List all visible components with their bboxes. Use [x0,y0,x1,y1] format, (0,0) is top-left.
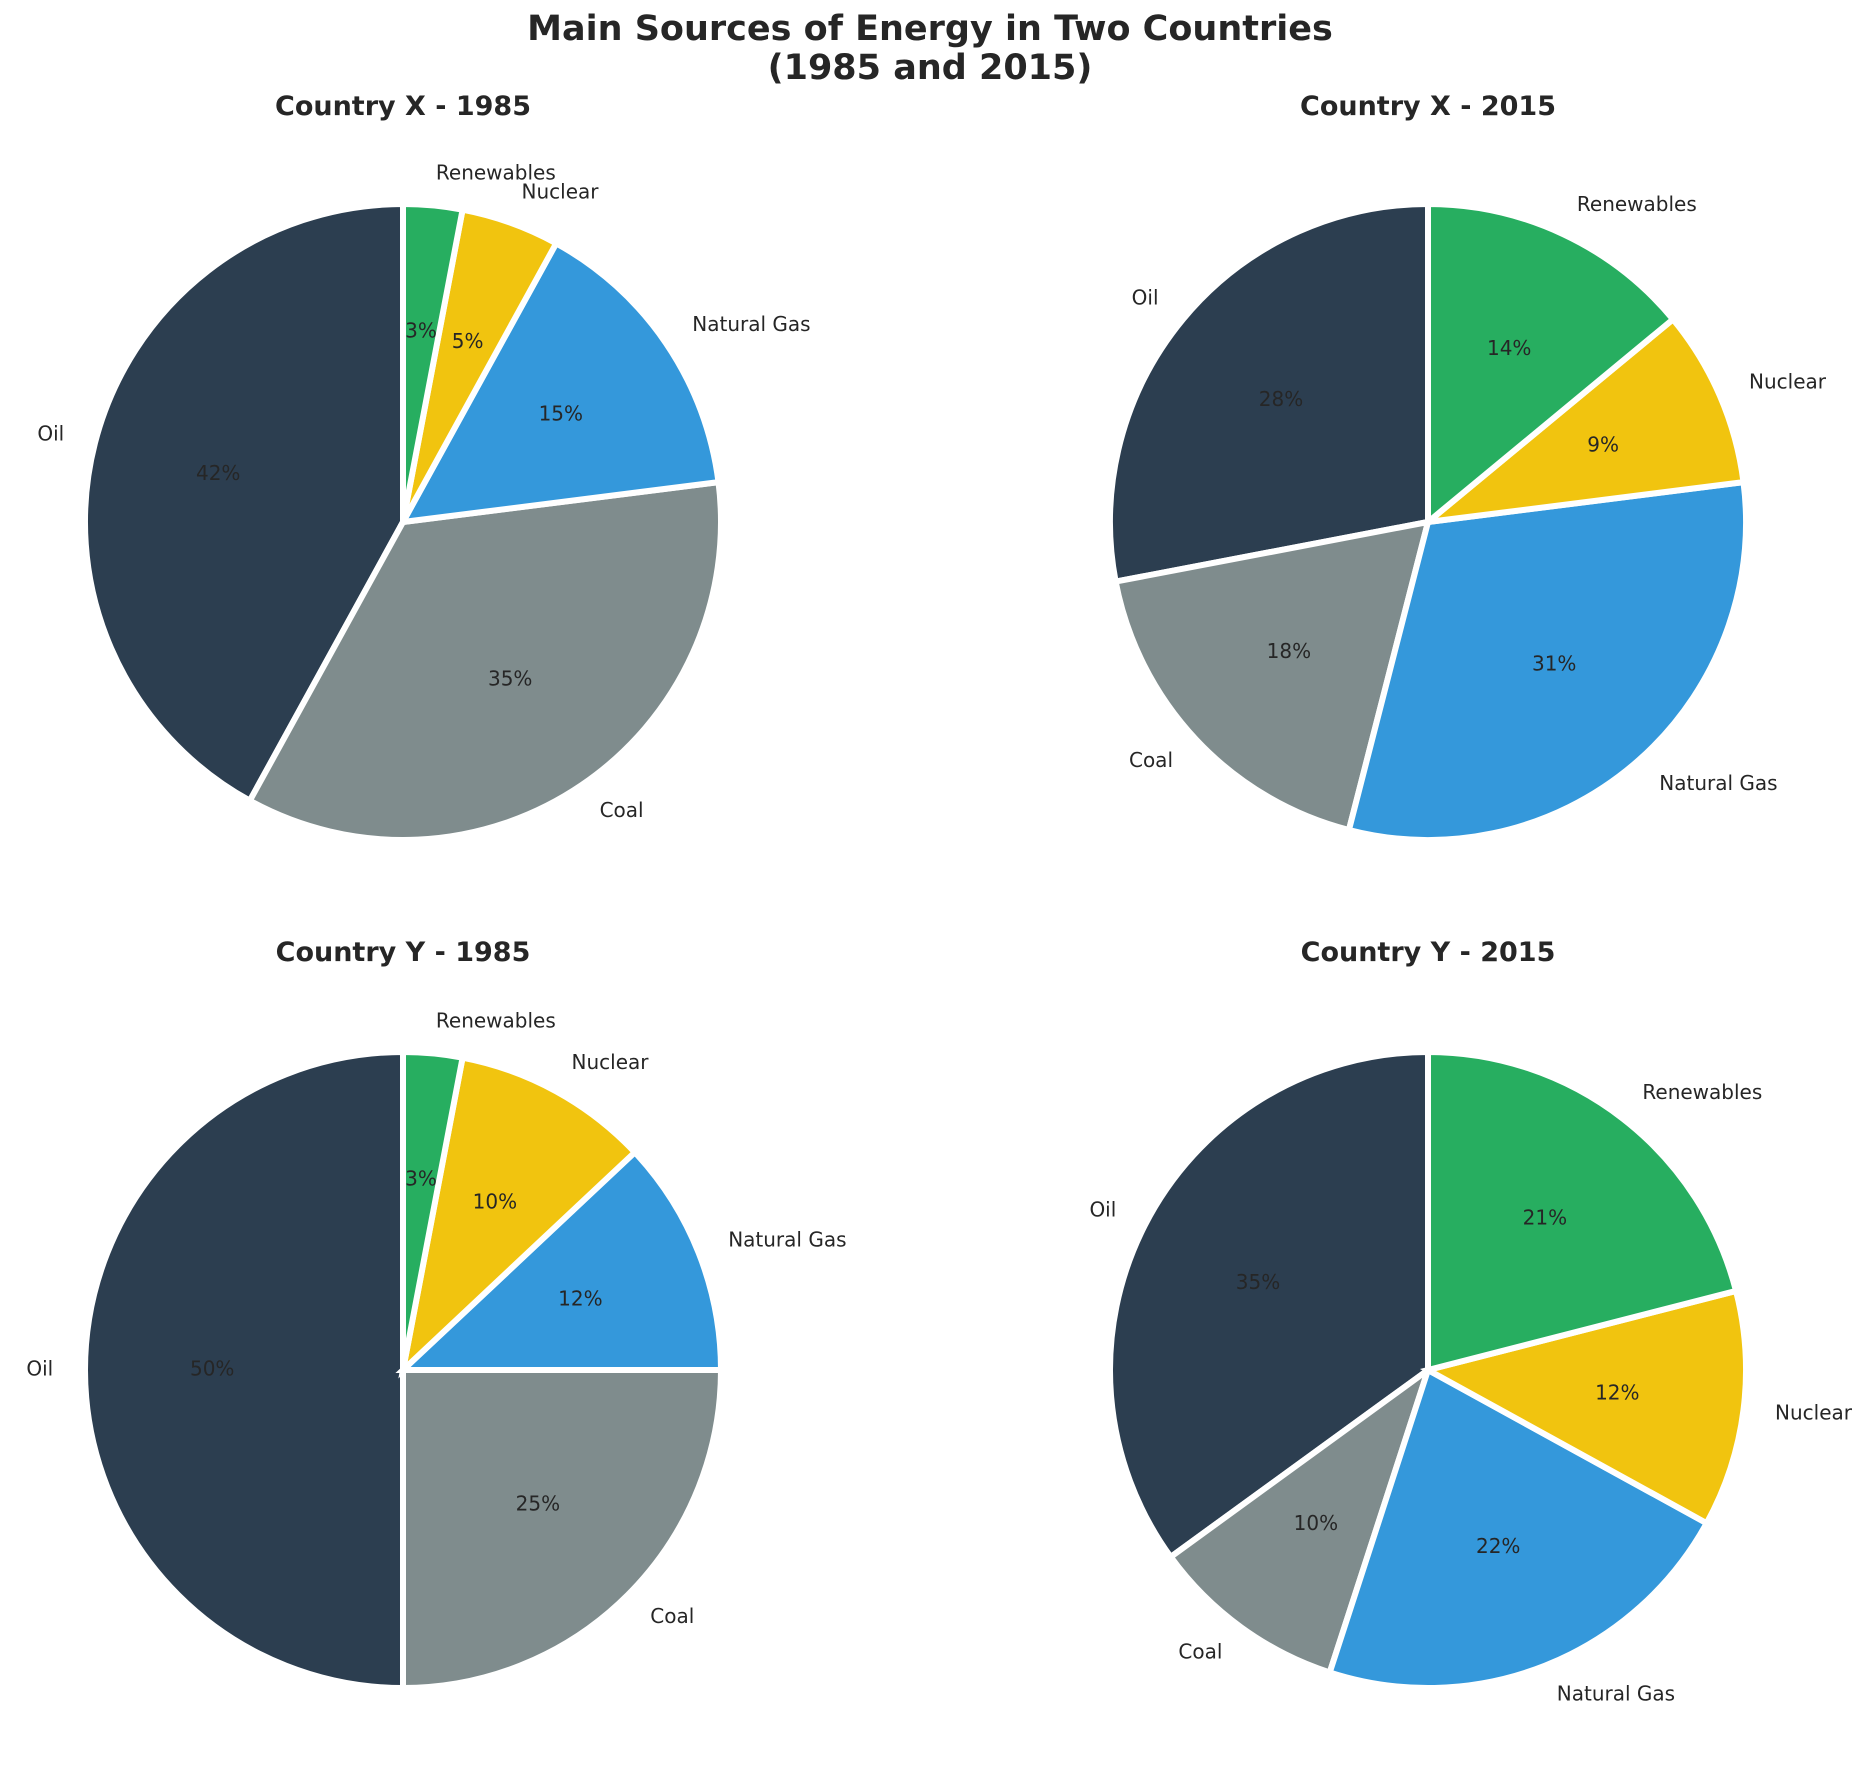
pie-category-label-oil: Oil [1132,286,1159,310]
pie-slice-oil [1106,200,1431,586]
pie-category-label-nuclear: Nuclear [1749,370,1827,394]
pie-title: Country X - 2015 [1300,91,1556,122]
pie-percent-label-oil: 42% [196,461,240,485]
pie-percent-label-nuclear: 9% [1587,433,1619,457]
pie-percent-label-coal: 10% [1294,1511,1338,1535]
pie-category-label-coal: Coal [600,798,644,822]
pie-percent-label-natural-gas: 12% [558,1286,602,1310]
pie-percent-label-coal: 35% [488,666,532,690]
pie-category-label-oil: Oil [26,1357,53,1381]
pie-title: Country X - 1985 [275,91,531,122]
pie-wedges: 42% Oil 35% Coal 15% Natural Gas 5% Nuclear 3% Re… [37,160,811,844]
pie-wedges: 50% Oil 25% Coal 12% Natural Gas 10% Nuclear 3% R… [26,1008,847,1692]
pie-percent-label-nuclear: 5% [452,329,484,353]
pie-category-label-oil: Oil [37,422,64,446]
pie-chart-country-y-2015: Country Y - 2015 35% Oil 10% Coal 22% Natural… [1089,937,1852,1706]
pie-slice-coal [1166,1362,1434,1677]
figure-title-line1: Main Sources of Energy in Two Countries [527,9,1333,49]
pie-percent-label-natural-gas: 31% [1532,652,1576,676]
pie-category-label-coal: Coal [650,1604,694,1628]
pie-percent-label-nuclear: 10% [473,1189,517,1213]
pie-slice-oil [81,200,406,805]
pie-slice-oil [82,1048,406,1692]
pie-wedges: 28% Oil 18% Coal 31% Natural Gas 9% Nuclear 14% R… [1106,192,1827,843]
pie-percent-label-natural-gas: 22% [1476,1534,1520,1558]
pie-percent-label-renewables: 14% [1487,336,1531,360]
pie-chart-country-y-1985: Country Y - 1985 50% Oil 25% Coal 12% Natural… [26,937,847,1692]
pie-slice-natural-gas [395,1148,725,1373]
pie-title: Country Y - 1985 [276,937,531,968]
pie-category-label-natural-gas: Natural Gas [1659,771,1777,795]
pie-slice-renewables [1425,200,1678,529]
pie-percent-label-oil: 50% [190,1357,234,1381]
pie-category-label-oil: Oil [1089,1198,1116,1222]
pie-percent-label-nuclear: 12% [1595,1380,1639,1404]
pie-category-label-coal: Coal [1178,1640,1222,1664]
pie-percent-label-renewables: 21% [1523,1206,1567,1230]
pie-category-label-renewables: Renewables [436,1008,556,1032]
pie-slice-coal [1112,518,1433,834]
pie-slice-renewables [400,1048,467,1371]
pie-category-label-natural-gas: Natural Gas [728,1228,846,1252]
pie-category-label-natural-gas: Natural Gas [1557,1682,1675,1706]
pie-category-label-renewables: Renewables [1577,192,1697,216]
pie-title: Country Y - 2015 [1301,937,1556,968]
pie-percent-label-coal: 25% [516,1491,560,1515]
pie-wedges: 35% Oil 10% Coal 22% Natural Gas 12% Nuclear 21%… [1089,1048,1853,1706]
pie-percent-label-renewables: 3% [405,319,437,343]
pie-slice-nuclear [1418,315,1747,527]
pie-category-label-nuclear: Nuclear [1775,1400,1853,1424]
pie-percent-label-oil: 28% [1259,387,1303,411]
pie-category-label-natural-gas: Natural Gas [692,312,810,336]
pie-slice-coal [400,1367,725,1692]
pie-slice-natural-gas [1325,1365,1711,1691]
pie-slice-nuclear [1419,1287,1749,1528]
pie-category-label-nuclear: Nuclear [522,179,600,203]
pie-slice-coal [245,478,724,844]
pie-percent-label-coal: 18% [1267,639,1311,663]
pie-percent-label-oil: 35% [1236,1270,1280,1294]
pie-percent-label-renewables: 3% [405,1167,437,1191]
pie-chart-country-x-2015: Country X - 2015 28% Oil 18% Coal 31% Natural… [1106,91,1827,843]
pie-slice-renewables [1425,1048,1740,1374]
pie-category-label-renewables: Renewables [436,160,556,184]
pie-slice-natural-gas [397,239,722,526]
figure-title-line2: (1985 and 2015) [768,48,1093,88]
pie-category-label-renewables: Renewables [1642,1080,1762,1104]
pie-percent-label-natural-gas: 15% [539,401,583,425]
pie-chart-country-x-1985: Country X - 1985 42% Oil 35% Coal 15% Natural… [37,91,811,844]
pie-slice-nuclear [398,1054,640,1379]
pie-slice-oil [1107,1048,1431,1562]
pie-slice-renewables [400,200,467,523]
pie-slice-natural-gas [1345,478,1749,843]
pie-category-label-coal: Coal [1129,748,1173,772]
pie-category-label-nuclear: Nuclear [572,1050,650,1074]
